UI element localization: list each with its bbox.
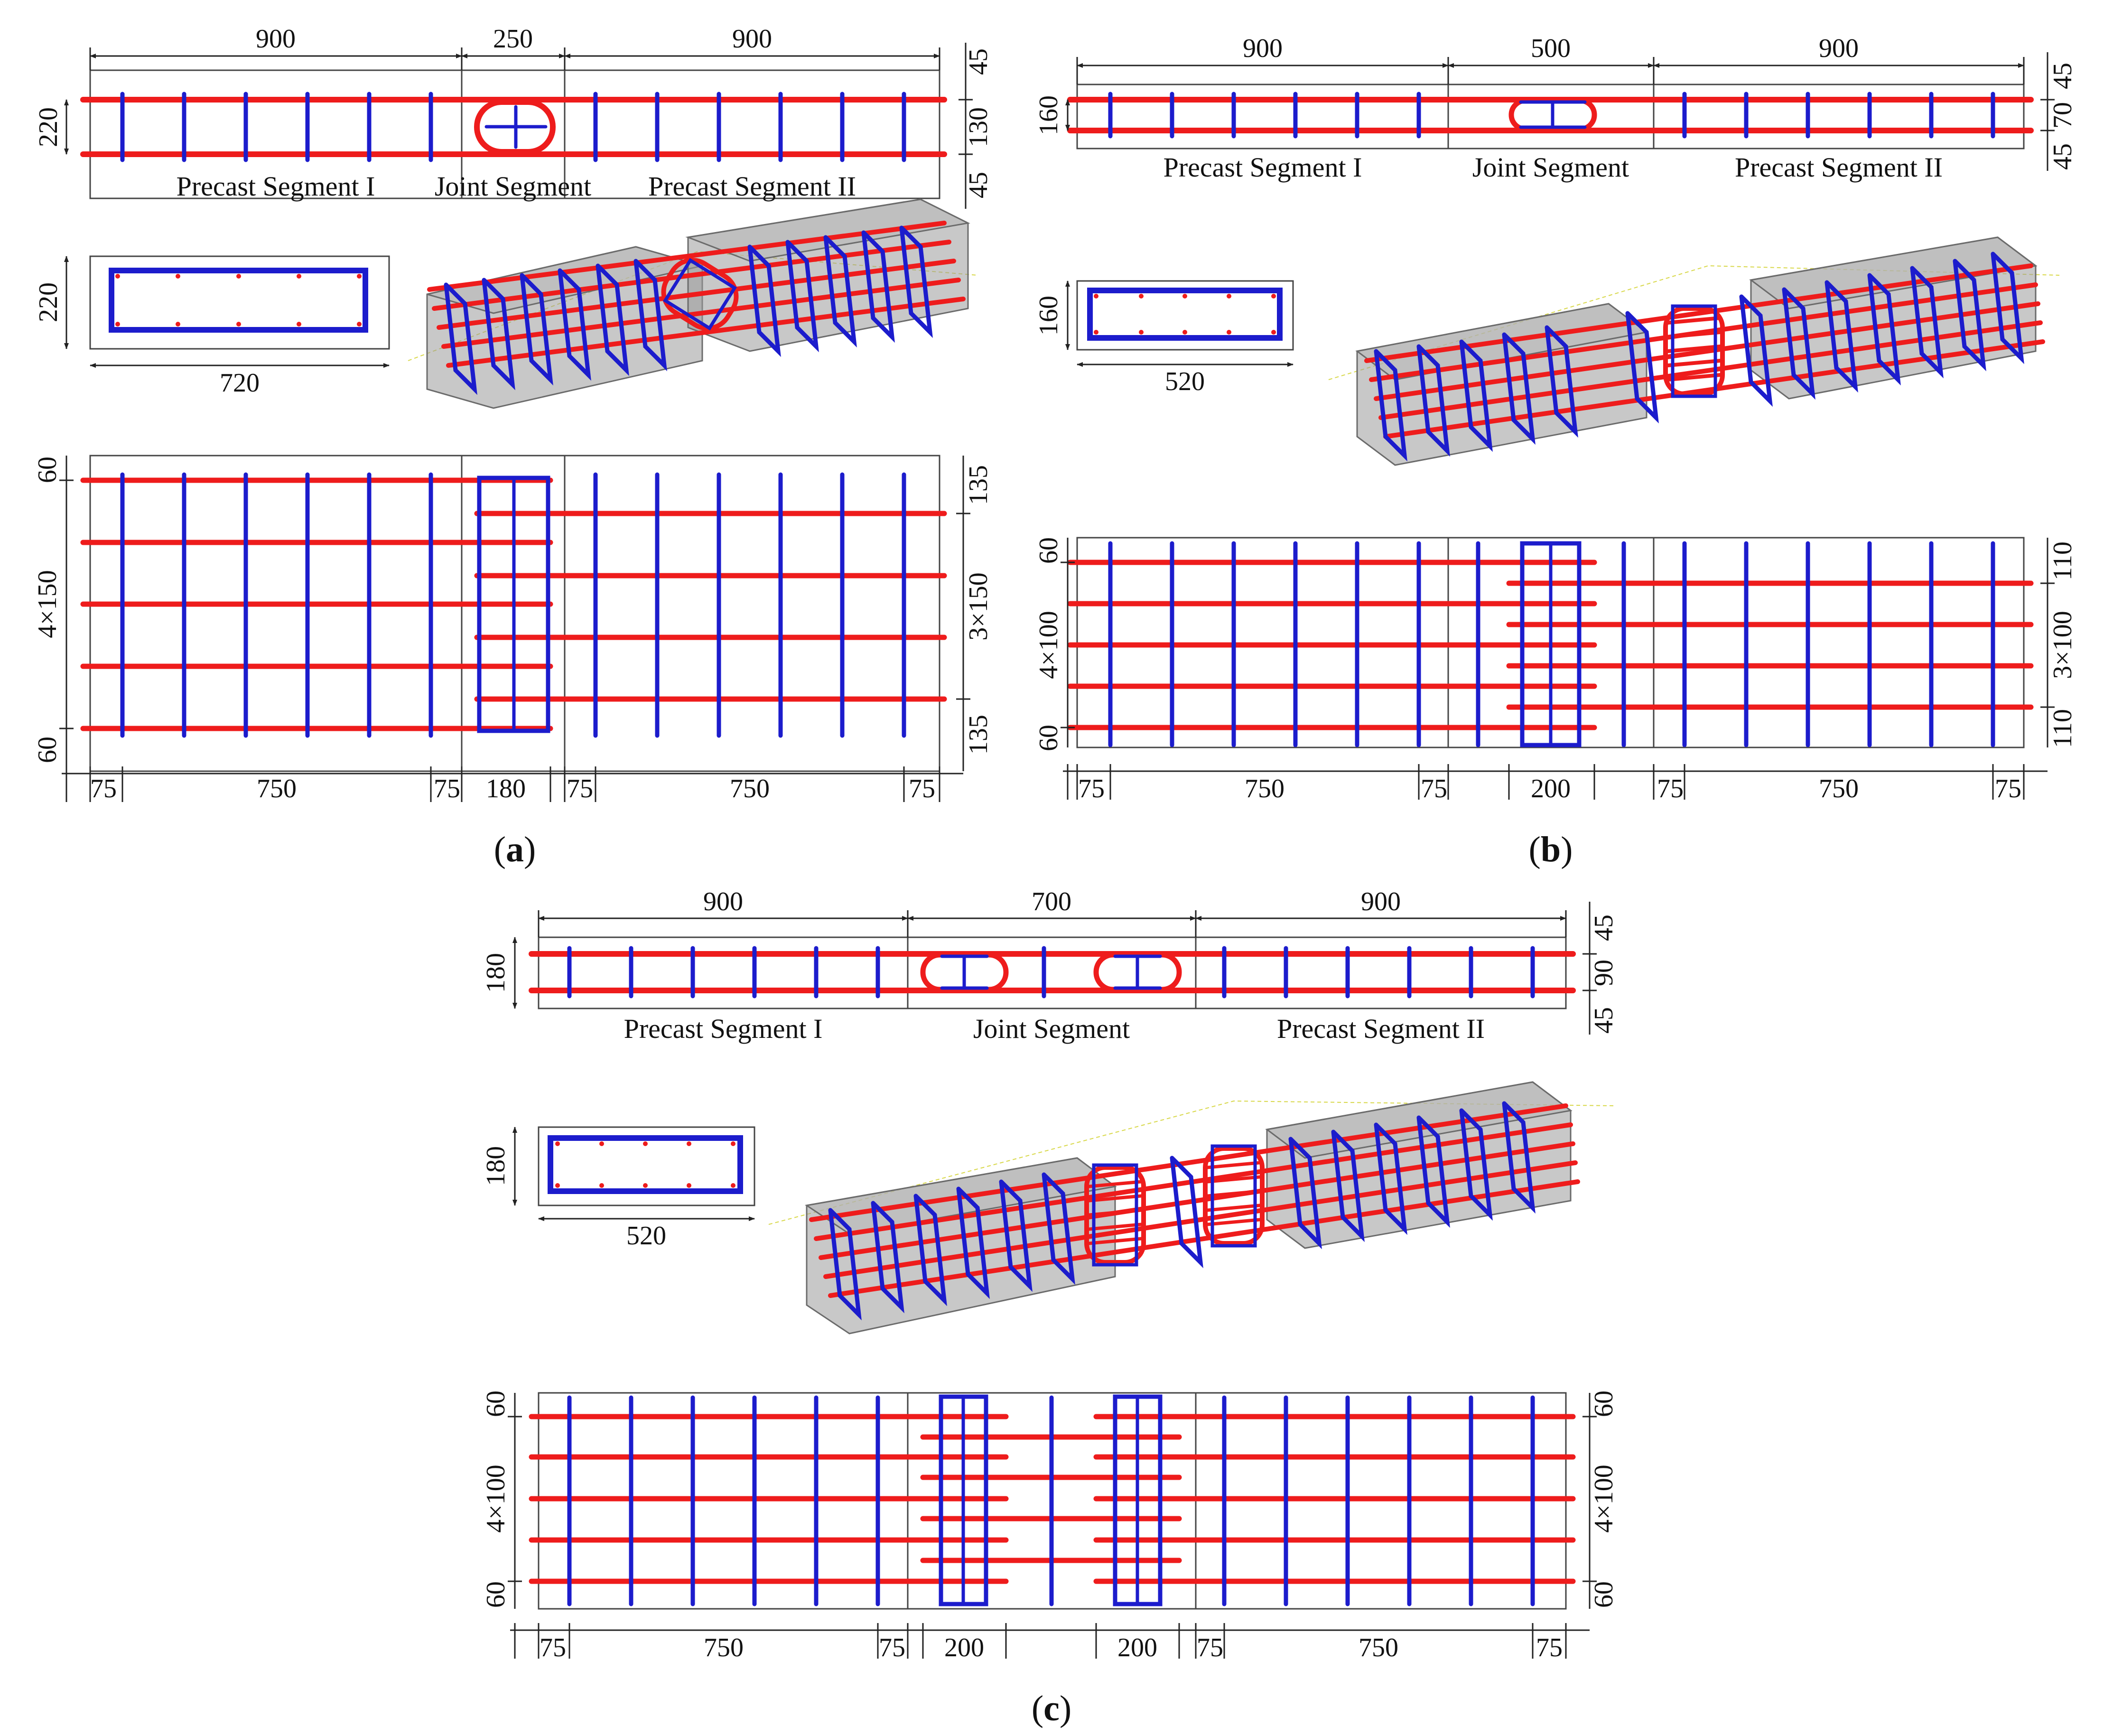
c-plan-bottom-dim-5: 200 [1117,1633,1157,1662]
a-plan-bottom-dim-7: 75 [909,774,935,803]
panel-a-3d-view [408,198,978,409]
c-plan-bottom-dim-8: 75 [1536,1633,1563,1662]
panel-c: 900 700 900 180 45 90 45 Precast Segment… [481,887,1619,1728]
panel-a-section: 220 720 [34,255,390,398]
a-seg-label-3: Precast Segment II [648,171,856,202]
a-plan-right-dim-2: 3×150 [964,572,993,641]
caption-a: (a) [494,830,536,869]
a-plan-left-dim-2: 4×150 [33,570,62,638]
b-top-dim-1: 900 [1243,34,1283,63]
a-plan-bottom-dim-1: 75 [90,774,117,803]
panel-a: 900 250 900 220 45 130 45 Precast Segmen… [33,24,993,869]
b-plan-bottom-dim-6: 750 [1819,774,1859,803]
panel-b: 900 500 900 160 45 70 45 Precast Segment… [1034,34,2077,869]
c-right-dim-3: 45 [1589,1007,1619,1034]
a-section-height: 220 [34,282,63,322]
c-seg-label-1: Precast Segment I [624,1013,823,1044]
b-plan-left-dim-2: 4×100 [1034,611,1063,679]
b-right-dim-3: 45 [2048,143,2077,170]
panel-b-elevation: 900 500 900 160 45 70 45 Precast Segment… [1034,34,2077,183]
c-top-dim-2: 700 [1032,887,1071,916]
c-plan-bottom-dim-4: 200 [944,1633,984,1662]
a-plan-right-dim-3: 135 [964,715,993,755]
c-plan-right-dim-3: 60 [1589,1581,1619,1608]
a-top-dim-2: 250 [493,24,533,54]
b-plan-bottom-dim-4: 200 [1531,774,1571,803]
c-section-height: 180 [481,1146,511,1186]
c-top-dim-1: 900 [703,887,743,916]
a-seg-label-1: Precast Segment I [177,171,375,202]
b-top-dim-2: 500 [1531,34,1571,63]
a-plan-bottom-dim-3: 75 [434,774,460,803]
b-plan-bottom-dim-2: 750 [1245,774,1285,803]
b-seg-label-2: Joint Segment [1472,152,1629,183]
a-top-dim-1: 900 [256,24,296,54]
c-plan-right-dim-2: 4×100 [1589,1465,1619,1533]
a-right-dim-3: 45 [964,172,993,198]
b-plan-bottom-dim-7: 75 [1995,774,2021,803]
c-right-dim-1: 45 [1589,915,1619,941]
b-top-dim-3: 900 [1819,34,1859,63]
c-plan-left-dim-3: 60 [481,1581,511,1608]
c-plan-left-dim-2: 4×100 [481,1465,511,1533]
panel-c-elevation: 900 700 900 180 45 90 45 Precast Segment… [481,887,1619,1044]
b-right-dim-1: 45 [2048,63,2077,89]
b-right-dim-2: 70 [2048,102,2077,129]
a-plan-left-dim-1: 60 [33,457,62,483]
c-section-width: 520 [626,1221,666,1251]
a-plan-right-dim-1: 135 [964,465,993,505]
a-plan-bottom-dim-4: 180 [486,774,526,803]
panel-a-elevation: 900 250 900 220 45 130 45 Precast Segmen… [34,24,993,209]
c-plan-bottom-dim-7: 750 [1359,1633,1398,1662]
c-seg-label-2: Joint Segment [973,1013,1130,1044]
b-plan-bottom-dim-1: 75 [1078,774,1105,803]
panel-b-section: 160 520 [1034,280,1294,396]
c-top-dim-3: 900 [1361,887,1401,916]
b-seg-label-1: Precast Segment I [1164,152,1362,183]
b-height-dim: 160 [1034,95,1063,135]
c-plan-bottom-dim-3: 75 [879,1633,905,1662]
a-plan-bottom-dim-5: 75 [567,774,593,803]
a-plan-bottom-dim-2: 750 [257,774,297,803]
a-right-dim-1: 45 [964,48,993,75]
a-height-dim: 220 [34,107,63,147]
a-plan-left-dim-3: 60 [33,737,62,763]
panel-a-plan: 60 4×150 60 135 3×150 135 75 750 75 180 … [33,455,993,803]
b-plan-right-dim-3: 110 [2048,709,2077,748]
c-plan-left-dim-1: 60 [481,1391,511,1417]
b-section-height: 160 [1034,296,1063,336]
panel-c-3d-view [768,1081,1614,1335]
b-plan-right-dim-1: 110 [2048,541,2077,580]
b-plan-bottom-dim-5: 75 [1657,774,1684,803]
b-plan-left-dim-3: 60 [1034,725,1063,751]
caption-b: (b) [1529,830,1573,869]
b-plan-right-dim-2: 3×100 [2048,611,2077,679]
panel-b-3d-view [1328,236,2060,466]
a-plan-bottom-dim-6: 750 [730,774,770,803]
a-top-dim-3: 900 [732,24,772,54]
c-right-dim-2: 90 [1589,960,1619,986]
c-plan-bottom-dim-6: 75 [1197,1633,1223,1662]
panel-c-plan: 60 4×100 60 60 4×100 60 75 750 75 200 20… [481,1391,1619,1662]
a-right-dim-2: 130 [964,107,993,147]
a-seg-label-2: Joint Segment [435,171,591,202]
b-seg-label-3: Precast Segment II [1735,152,1943,183]
caption-c: (c) [1032,1689,1071,1728]
b-section-width: 520 [1165,367,1205,396]
c-plan-right-dim-1: 60 [1589,1391,1619,1417]
c-plan-bottom-dim-1: 75 [540,1633,566,1662]
panel-b-plan: 60 4×100 60 110 3×100 110 75 750 75 200 … [1034,537,2077,803]
c-plan-bottom-dim-2: 750 [704,1633,744,1662]
c-seg-label-3: Precast Segment II [1277,1013,1485,1044]
b-plan-bottom-dim-3: 75 [1421,774,1447,803]
a-section-width: 720 [220,368,260,398]
c-height-dim: 180 [481,953,511,993]
panel-c-section: 180 520 [481,1126,755,1251]
b-plan-left-dim-1: 60 [1034,537,1063,564]
